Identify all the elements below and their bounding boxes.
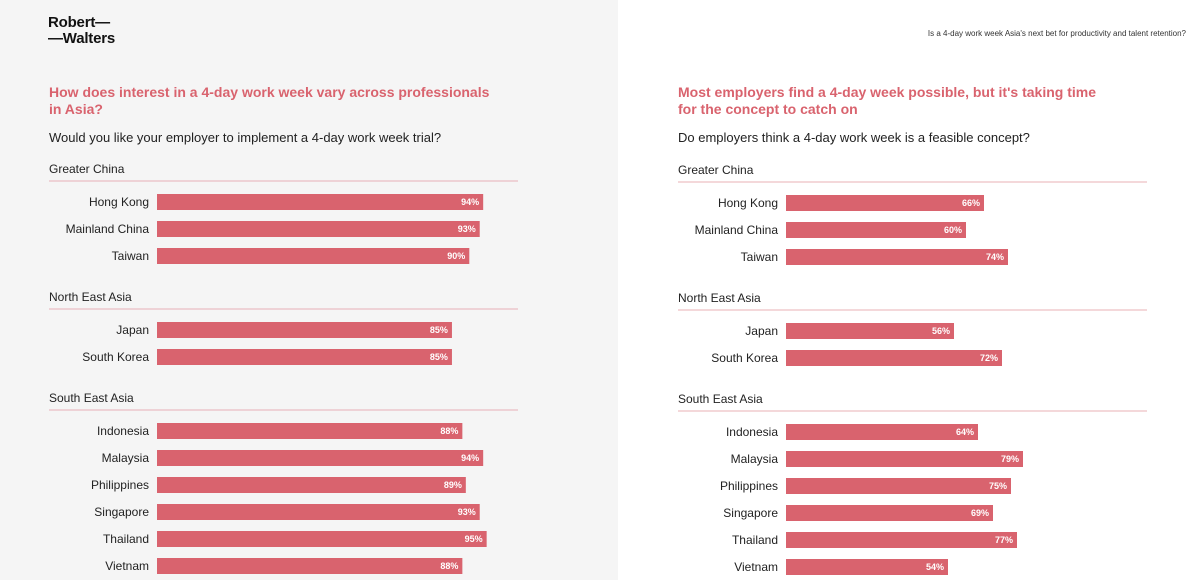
category-label: Hong Kong — [89, 195, 149, 209]
logo-line-2: —Walters — [48, 30, 116, 47]
category-label: Mainland China — [695, 223, 779, 237]
value-label: 85% — [430, 325, 448, 335]
bar — [157, 504, 480, 520]
left-chart-title: How does interest in a 4-day work week v… — [49, 84, 490, 117]
category-label: Malaysia — [731, 452, 779, 466]
value-label: 88% — [440, 426, 458, 436]
category-label: Thailand — [732, 533, 778, 547]
bar — [786, 424, 978, 440]
bar — [157, 423, 463, 439]
category-label: Japan — [116, 323, 149, 337]
category-label: Taiwan — [741, 250, 778, 264]
logo-line-1: Robert— — [48, 14, 110, 31]
value-label: 79% — [1001, 454, 1019, 464]
category-label: Mainland China — [66, 222, 150, 236]
value-label: 60% — [944, 225, 962, 235]
value-label: 74% — [986, 252, 1004, 262]
category-label: Vietnam — [734, 560, 778, 574]
bar — [157, 450, 484, 466]
value-label: 66% — [962, 198, 980, 208]
bar — [157, 531, 487, 547]
category-label: South Korea — [82, 350, 149, 364]
value-label: 72% — [980, 353, 998, 363]
bar — [786, 195, 984, 211]
value-label: 93% — [458, 507, 476, 517]
group-label: North East Asia — [49, 290, 132, 304]
value-label: 95% — [465, 534, 483, 544]
category-label: Taiwan — [112, 249, 149, 263]
category-label: Philippines — [720, 479, 778, 493]
left-chart-question: Would you like your employer to implemen… — [49, 130, 442, 145]
value-label: 88% — [440, 561, 458, 571]
category-label: Japan — [745, 324, 778, 338]
group-label: South East Asia — [49, 391, 134, 405]
category-label: Singapore — [94, 505, 149, 519]
value-label: 64% — [956, 427, 974, 437]
bar — [786, 222, 966, 238]
value-label: 54% — [926, 562, 944, 572]
value-label: 75% — [989, 481, 1007, 491]
bar — [786, 451, 1023, 467]
category-label: Singapore — [723, 506, 778, 520]
bar — [786, 323, 954, 339]
bar — [786, 350, 1002, 366]
value-label: 89% — [444, 480, 462, 490]
group-label: Greater China — [49, 162, 125, 176]
value-label: 93% — [458, 224, 476, 234]
bar — [157, 221, 480, 237]
value-label: 56% — [932, 326, 950, 336]
left-bar-chart: Greater China Hong Kong 94% Mainland China 9… — [49, 162, 518, 574]
category-label: Philippines — [91, 478, 149, 492]
bar — [157, 477, 466, 493]
bar — [786, 559, 948, 575]
category-label: Hong Kong — [718, 196, 778, 210]
value-label: 94% — [461, 453, 479, 463]
report-title: Is a 4-day work week Asia's next bet for… — [927, 29, 1186, 38]
value-label: 85% — [430, 352, 448, 362]
bar — [786, 249, 1008, 265]
value-label: 94% — [461, 197, 479, 207]
category-label: Indonesia — [97, 424, 149, 438]
robert-walters-logo: Robert— —Walters — [48, 15, 115, 47]
bar — [157, 322, 452, 338]
bar — [786, 532, 1017, 548]
bar — [157, 248, 470, 264]
bar — [157, 194, 484, 210]
right-bar-chart: Greater China Hong Kong 66% Mainland China 6… — [678, 163, 1147, 575]
right-chart-question: Do employers think a 4-day work week is … — [678, 130, 1030, 145]
left-panel: Robert— —Walters How does interest in a … — [48, 14, 518, 574]
bar — [157, 349, 452, 365]
bar — [786, 505, 993, 521]
category-label: Indonesia — [726, 425, 778, 439]
category-label: South Korea — [711, 351, 778, 365]
right-panel: Is a 4-day work week Asia's next bet for… — [618, 0, 1200, 580]
value-label: 69% — [971, 508, 989, 518]
bar — [786, 478, 1011, 494]
right-chart-title: Most employers find a 4-day week possibl… — [678, 84, 1096, 117]
group-label: South East Asia — [678, 392, 763, 406]
value-label: 77% — [995, 535, 1013, 545]
category-label: Thailand — [103, 532, 149, 546]
group-label: Greater China — [678, 163, 754, 177]
value-label: 90% — [447, 251, 465, 261]
category-label: Vietnam — [105, 559, 149, 573]
bar — [157, 558, 463, 574]
category-label: Malaysia — [102, 451, 150, 465]
group-label: North East Asia — [678, 291, 761, 305]
